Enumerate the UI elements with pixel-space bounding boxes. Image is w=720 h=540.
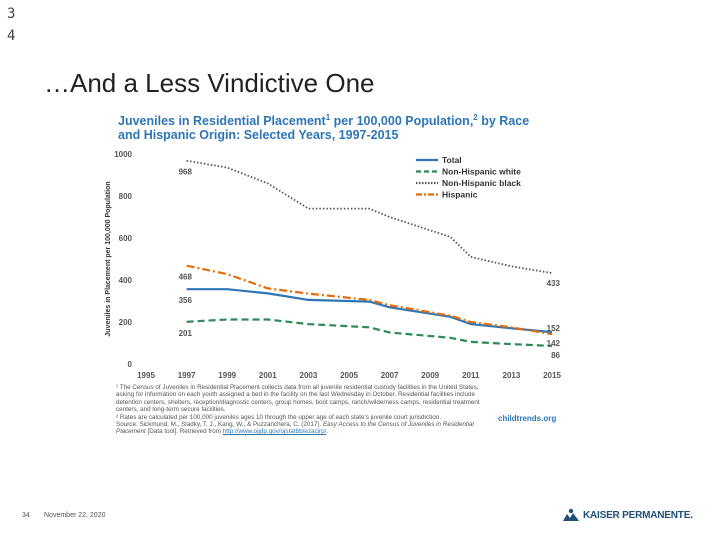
x-tick-label-1999: 1999 <box>218 371 236 380</box>
legend-label-non-hispanic-black: Non-Hispanic black <box>442 178 521 188</box>
data-label-433: 433 <box>547 279 561 288</box>
y-tick-label-1000: 1000 <box>114 150 132 159</box>
source-url-link[interactable]: http://www.ojjdp.gov/ojstatbb/ezacjrp/ <box>222 428 327 436</box>
chart-title-sup1: 1 <box>325 113 331 122</box>
footnote-2: ² Rates are calculated per 100,000 juven… <box>116 413 441 421</box>
kaiser-permanente-logo: KAISER PERMANENTE. <box>562 508 693 522</box>
data-label-152: 152 <box>547 324 561 333</box>
chart-title-mid: per 100,000 Population, <box>330 114 474 129</box>
source-prefix: Source: Sickmund, M., Sladky, T. J., Kan… <box>116 421 323 429</box>
legend-label-non-hispanic-white: Non-Hispanic white <box>442 167 521 177</box>
corner-digit-top: 3 <box>7 6 16 22</box>
chart-footnote: ¹ The Census of Juveniles in Residential… <box>116 384 486 436</box>
source-end: . <box>326 428 329 436</box>
x-tick-label-2003: 2003 <box>300 371 318 380</box>
legend-label-total: Total <box>442 155 462 165</box>
slide-title: …And a Less Vindictive One <box>44 68 375 98</box>
data-label-86: 86 <box>551 351 560 360</box>
data-label-468: 468 <box>179 273 193 282</box>
source-suffix: [Data tool]. Retrieved from <box>145 428 223 436</box>
chart-title-line1: Juveniles in Residential Placement <box>118 114 326 129</box>
y-tick-label-200: 200 <box>119 318 133 327</box>
data-label-142: 142 <box>547 339 561 348</box>
x-tick-label-1995: 1995 <box>137 371 155 380</box>
x-tick-label-2009: 2009 <box>421 371 439 380</box>
x-tick-label-2015: 2015 <box>543 371 561 380</box>
logo-text: KAISER PERMANENTE. <box>583 509 693 521</box>
x-tick-label-1997: 1997 <box>178 371 196 380</box>
x-tick-label-2001: 2001 <box>259 371 277 380</box>
kaiser-logo-icon <box>563 508 579 521</box>
x-tick-label-2011: 2011 <box>462 371 480 380</box>
footnote-source: Source: Sickmund, M., Sladky, T. J., Kan… <box>116 421 486 436</box>
x-tick-label-2005: 2005 <box>340 371 358 380</box>
y-tick-label-0: 0 <box>128 360 133 369</box>
series-line-hispanic <box>186 264 553 336</box>
slide-date: November 22, 2020 <box>44 512 106 519</box>
corner-digit-bottom: 4 <box>7 28 16 44</box>
legend-label-hispanic: Hispanic <box>442 190 478 200</box>
data-label-968: 968 <box>179 168 193 177</box>
footnote-1: ¹ The Census of Juveniles in Residential… <box>116 384 480 414</box>
chart-title: Juveniles in Residential Placement1 per … <box>118 111 529 142</box>
y-tick-label-400: 400 <box>119 276 133 285</box>
chart-title-sup2: 2 <box>473 113 478 122</box>
data-label-356: 356 <box>179 296 193 305</box>
y-axis-label: Juveniles in Placement per 100,000 Popul… <box>105 181 112 336</box>
slide-number: 34 <box>22 512 30 519</box>
y-tick-label-600: 600 <box>119 234 133 243</box>
series-line-total <box>186 288 553 334</box>
childtrends-link[interactable]: childtrends.org <box>498 414 557 423</box>
data-label-201: 201 <box>179 329 193 338</box>
y-tick-label-800: 800 <box>119 192 133 201</box>
source-title: Easy Access to the Census of Juveniles i… <box>116 421 474 436</box>
series-line-non-hispanic-white <box>186 318 553 347</box>
series-line-non-hispanic-black <box>186 159 553 274</box>
chart-title-line2: and Hispanic Origin: Selected Years, 199… <box>118 128 399 143</box>
x-tick-label-2007: 2007 <box>381 371 399 380</box>
line-chart: Juveniles in Placement per 100,000 Popul… <box>105 150 561 380</box>
x-tick-label-2013: 2013 <box>503 371 521 380</box>
chart-title-end: by Race <box>477 114 530 129</box>
